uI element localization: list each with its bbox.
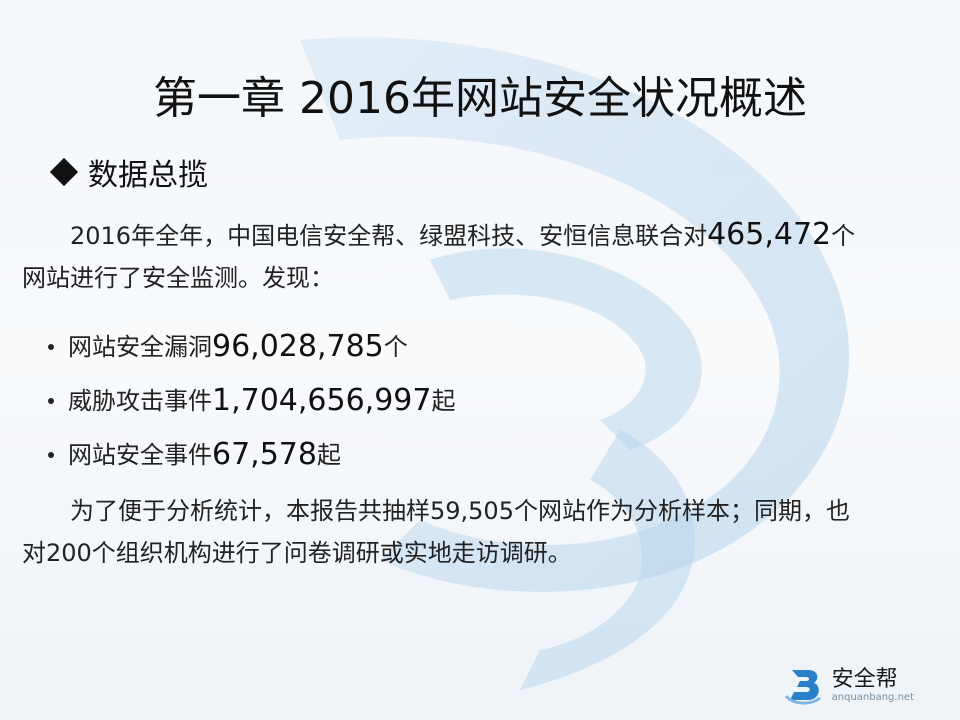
summary-line1: 为了便于分析统计，本报告共抽样59,505个网站作为分析样本；同期，也 bbox=[70, 497, 850, 525]
brand-logo: 安全帮 anquanbang.net bbox=[782, 666, 914, 706]
bullet-dot-icon bbox=[48, 344, 54, 350]
intro-text: 2016年全年，中国电信安全帮、绿盟科技、安恒信息联合对 bbox=[70, 222, 708, 250]
section-heading: 数据总揽 bbox=[49, 150, 208, 194]
intro-paragraph: 2016年全年，中国电信安全帮、绿盟科技、安恒信息联合对465,472个 网站进… bbox=[22, 214, 938, 299]
stat-label: 威胁攻击事件 bbox=[68, 387, 212, 415]
page-title: 第一章 2016年网站安全状况概述 bbox=[153, 73, 807, 124]
intro-unit: 个 bbox=[831, 222, 856, 250]
bullet-dot-icon bbox=[48, 398, 54, 404]
diamond-bullet-icon bbox=[49, 157, 79, 187]
list-item: 网站安全漏洞 96,028,785 个 bbox=[48, 320, 455, 374]
stat-value: 67,578 bbox=[212, 437, 317, 472]
intro-line2: 网站进行了安全监测。发现： bbox=[22, 264, 334, 292]
stat-label: 网站安全事件 bbox=[68, 441, 212, 469]
stat-unit: 起 bbox=[431, 387, 456, 415]
list-item: 威胁攻击事件 1,704,656,997 起 bbox=[48, 374, 455, 428]
stats-list: 网站安全漏洞 96,028,785 个 威胁攻击事件 1,704,656,997 起 网… bbox=[48, 320, 455, 482]
logo-name: 安全帮 bbox=[831, 667, 898, 692]
bullet-dot-icon bbox=[48, 452, 54, 458]
logo-url: anquanbang.net bbox=[831, 692, 914, 703]
brand-b-icon bbox=[784, 670, 821, 705]
list-item: 网站安全事件 67,578 起 bbox=[48, 428, 455, 482]
stat-value: 1,704,656,997 bbox=[212, 383, 432, 418]
stat-value: 96,028,785 bbox=[212, 329, 384, 364]
summary-paragraph: 为了便于分析统计，本报告共抽样59,505个网站作为分析样本；同期，也 对200… bbox=[22, 490, 938, 574]
logo-text: 安全帮 anquanbang.net bbox=[832, 668, 914, 704]
intro-count: 465,472 bbox=[707, 217, 832, 252]
stat-unit: 起 bbox=[316, 441, 341, 469]
summary-line2: 对200个组织机构进行了问卷调研或实地走访调研。 bbox=[22, 539, 572, 567]
section-title: 数据总揽 bbox=[88, 158, 208, 193]
stat-label: 网站安全漏洞 bbox=[68, 333, 212, 361]
stat-unit: 个 bbox=[383, 333, 408, 361]
